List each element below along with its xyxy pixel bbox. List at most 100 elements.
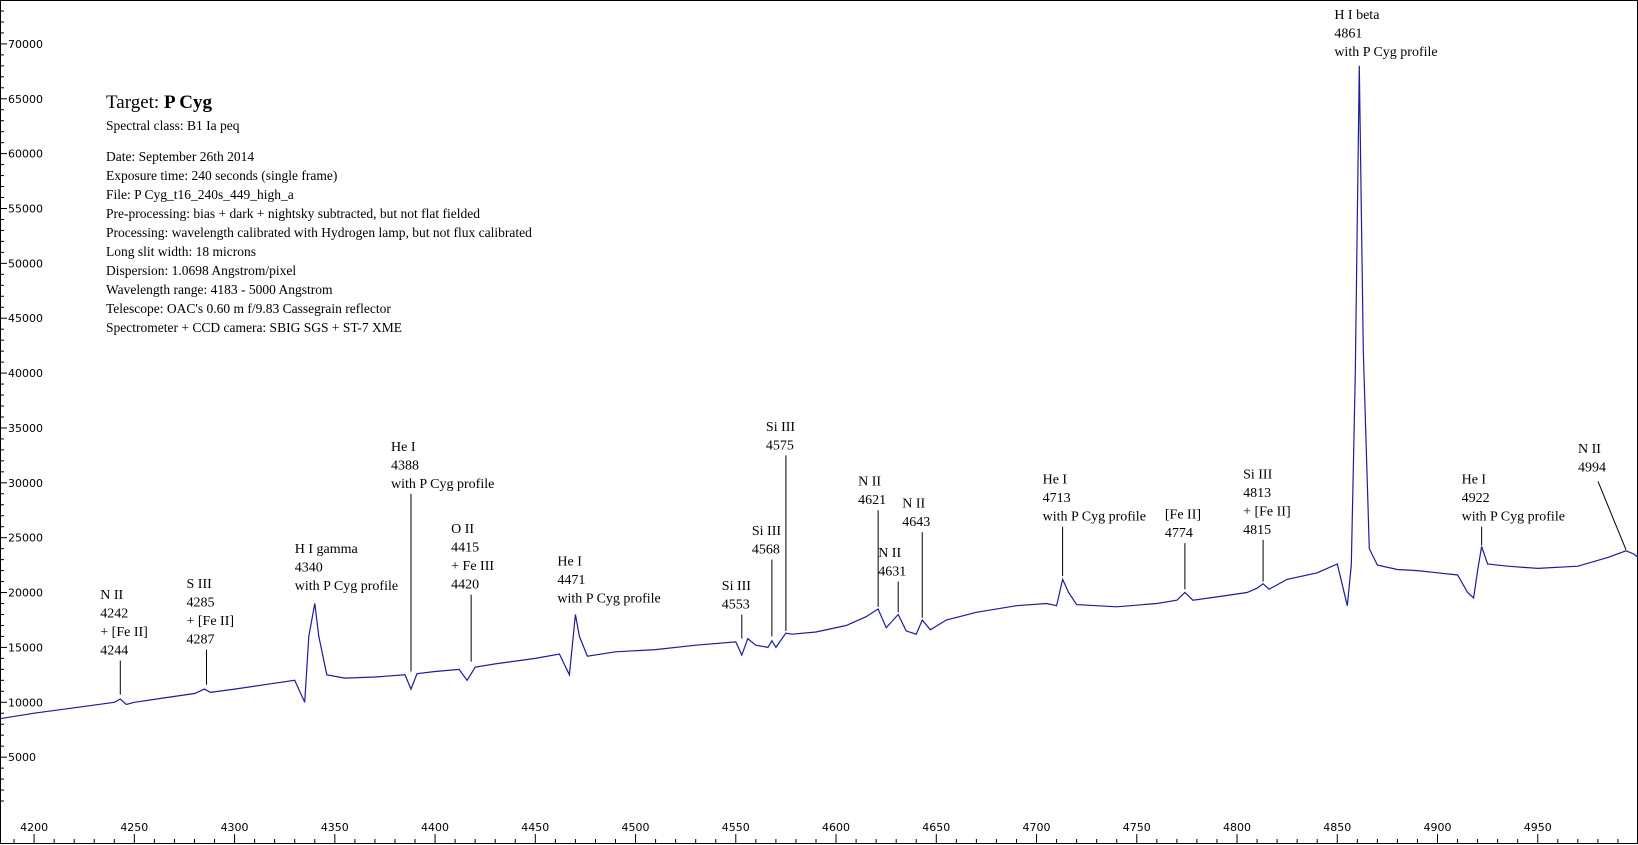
y-tick-label: 55000 [8,202,43,215]
annotation-text: with P Cyg profile [391,477,494,492]
annotation-text: Si III [752,524,782,539]
annotation-text: 4388 [391,458,419,473]
x-tick-label: 4900 [1424,821,1452,834]
x-tick-label: 4550 [722,821,750,834]
info-line: Long slit width: 18 microns [106,244,256,259]
x-tick-label: 4500 [622,821,650,834]
annotation-text: + [Fe II] [1243,504,1291,519]
annotations: N II 4242 + [Fe II] 4244 S III 4285 + [Fe II] 4… [100,8,1627,695]
y-tick-label: 35000 [8,422,43,435]
annotation-text: [Fe II] [1165,508,1201,523]
line-annotation: Si III 4553 [722,579,752,639]
info-line: Telescope: OAC's 0.60 m f/9.83 Cassegrai… [106,301,391,316]
x-tick-label: 4300 [221,821,249,834]
line-annotation: N II 4643 [902,497,930,618]
y-tick-label: 10000 [8,696,43,709]
annotation-text: with P Cyg profile [295,579,398,594]
y-tick-label: 5000 [8,751,36,764]
target-line: Target: P Cyg [106,90,532,116]
annotation-text: Si III [766,420,796,435]
info-line: File: P Cyg_t16_240s_449_high_a [106,187,294,202]
info-gap [106,135,532,147]
info-line: Spectrometer + CCD camera: SBIG SGS + ST… [106,320,402,335]
annotation-leader [1597,481,1627,550]
y-tick-label: 60000 [8,148,43,161]
annotation-text: Si III [722,579,752,594]
x-tick-label: 4450 [521,821,549,834]
annotation-text: Si III [1243,467,1273,482]
observation-info: Target: P Cyg Spectral class: B1 Ia peq … [106,90,532,337]
annotation-text: with P Cyg profile [1462,510,1565,525]
annotation-text: 4415 [451,541,479,556]
annotation-text: 4340 [295,561,323,576]
x-tick-label: 4800 [1223,821,1251,834]
annotation-text: S III [187,577,213,592]
annotation-text: 4244 [100,644,128,659]
x-tick-label: 4700 [1023,821,1051,834]
annotation-text: 4774 [1165,526,1193,541]
annotation-text: He I [391,440,416,455]
annotation-text: 4242 [100,607,128,622]
annotation-text: 4285 [187,596,215,611]
line-annotation: N II 4242 + [Fe II] 4244 [100,588,148,695]
y-tick-label: 15000 [8,641,43,654]
annotation-text: He I [1043,473,1068,488]
annotation-text: 4471 [557,573,585,588]
y-tick-label: 50000 [8,257,43,270]
spectral-class: Spectral class: B1 Ia peq [106,118,240,133]
line-annotation: N II 4621 [858,475,886,607]
line-annotation: H I beta 4861 with P Cyg profile [1334,8,1437,60]
info-line: Wavelength range: 4183 - 5000 Angstrom [106,282,333,297]
annotation-text: with P Cyg profile [1043,510,1146,525]
info-line: Pre-processing: bias + dark + nightsky s… [106,206,481,221]
x-tick-label: 4600 [822,821,850,834]
line-annotation: [Fe II] 4774 [1165,508,1201,590]
info-line: Date: September 26th 2014 [106,149,255,164]
line-annotation: Si III 4568 [752,524,782,637]
x-tick-label: 4750 [1123,821,1151,834]
info-line: Dispersion: 1.0698 Angstrom/pixel [106,263,297,278]
annotation-text: H I gamma [295,542,359,557]
annotation-text: He I [1462,473,1487,488]
info-line: Exposure time: 240 seconds (single frame… [106,168,338,183]
line-annotation: He I 4922 with P Cyg profile [1462,473,1565,546]
annotation-text: with P Cyg profile [1334,45,1437,60]
line-annotation: He I 4713 with P Cyg profile [1043,473,1146,577]
line-annotation: He I 4471 with P Cyg profile [557,554,660,606]
y-tick-label: 20000 [8,587,43,600]
annotation-text: 4713 [1043,491,1071,506]
y-tick-label: 45000 [8,312,43,325]
target-label: Target: [106,92,160,113]
y-tick-label: 30000 [8,477,43,490]
annotation-text: 4813 [1243,486,1271,501]
line-annotation: H I gamma 4340 with P Cyg profile [295,542,398,594]
x-tick-label: 4400 [421,821,449,834]
annotation-text: N II [1578,442,1601,457]
annotation-text: N II [902,497,925,512]
annotation-text: 4861 [1334,26,1362,41]
line-annotation: N II 4631 [878,546,906,613]
annotation-text: 4287 [187,633,215,648]
y-tick-label: 65000 [8,93,43,106]
annotation-text: 4575 [766,438,794,453]
y-tick-label: 25000 [8,532,43,545]
y-tick-label: 40000 [8,367,43,380]
line-annotation: Si III 4813 + [Fe II] 4815 [1243,467,1291,582]
target-value: P Cyg [163,92,212,113]
x-tick-label: 4200 [20,821,48,834]
annotation-text: with P Cyg profile [557,591,660,606]
x-tick-label: 4350 [321,821,349,834]
annotation-text: N II [100,588,123,603]
annotation-text: 4621 [858,493,886,508]
x-tick-label: 4650 [922,821,950,834]
annotation-text: N II [878,546,901,561]
line-annotation: O II 4415 + Fe III 4420 [451,522,494,662]
annotation-text: O II [451,522,474,537]
annotation-text: 4815 [1243,523,1271,538]
x-tick-label: 4950 [1524,821,1552,834]
y-axis: 5000 10000 15000 20000 25000 30000 35000 40000 4… [0,10,43,802]
annotation-text: 4643 [902,515,930,530]
annotation-text: 4420 [451,578,479,593]
annotation-text: + [Fe II] [100,625,148,640]
annotation-text: 4994 [1578,460,1606,475]
